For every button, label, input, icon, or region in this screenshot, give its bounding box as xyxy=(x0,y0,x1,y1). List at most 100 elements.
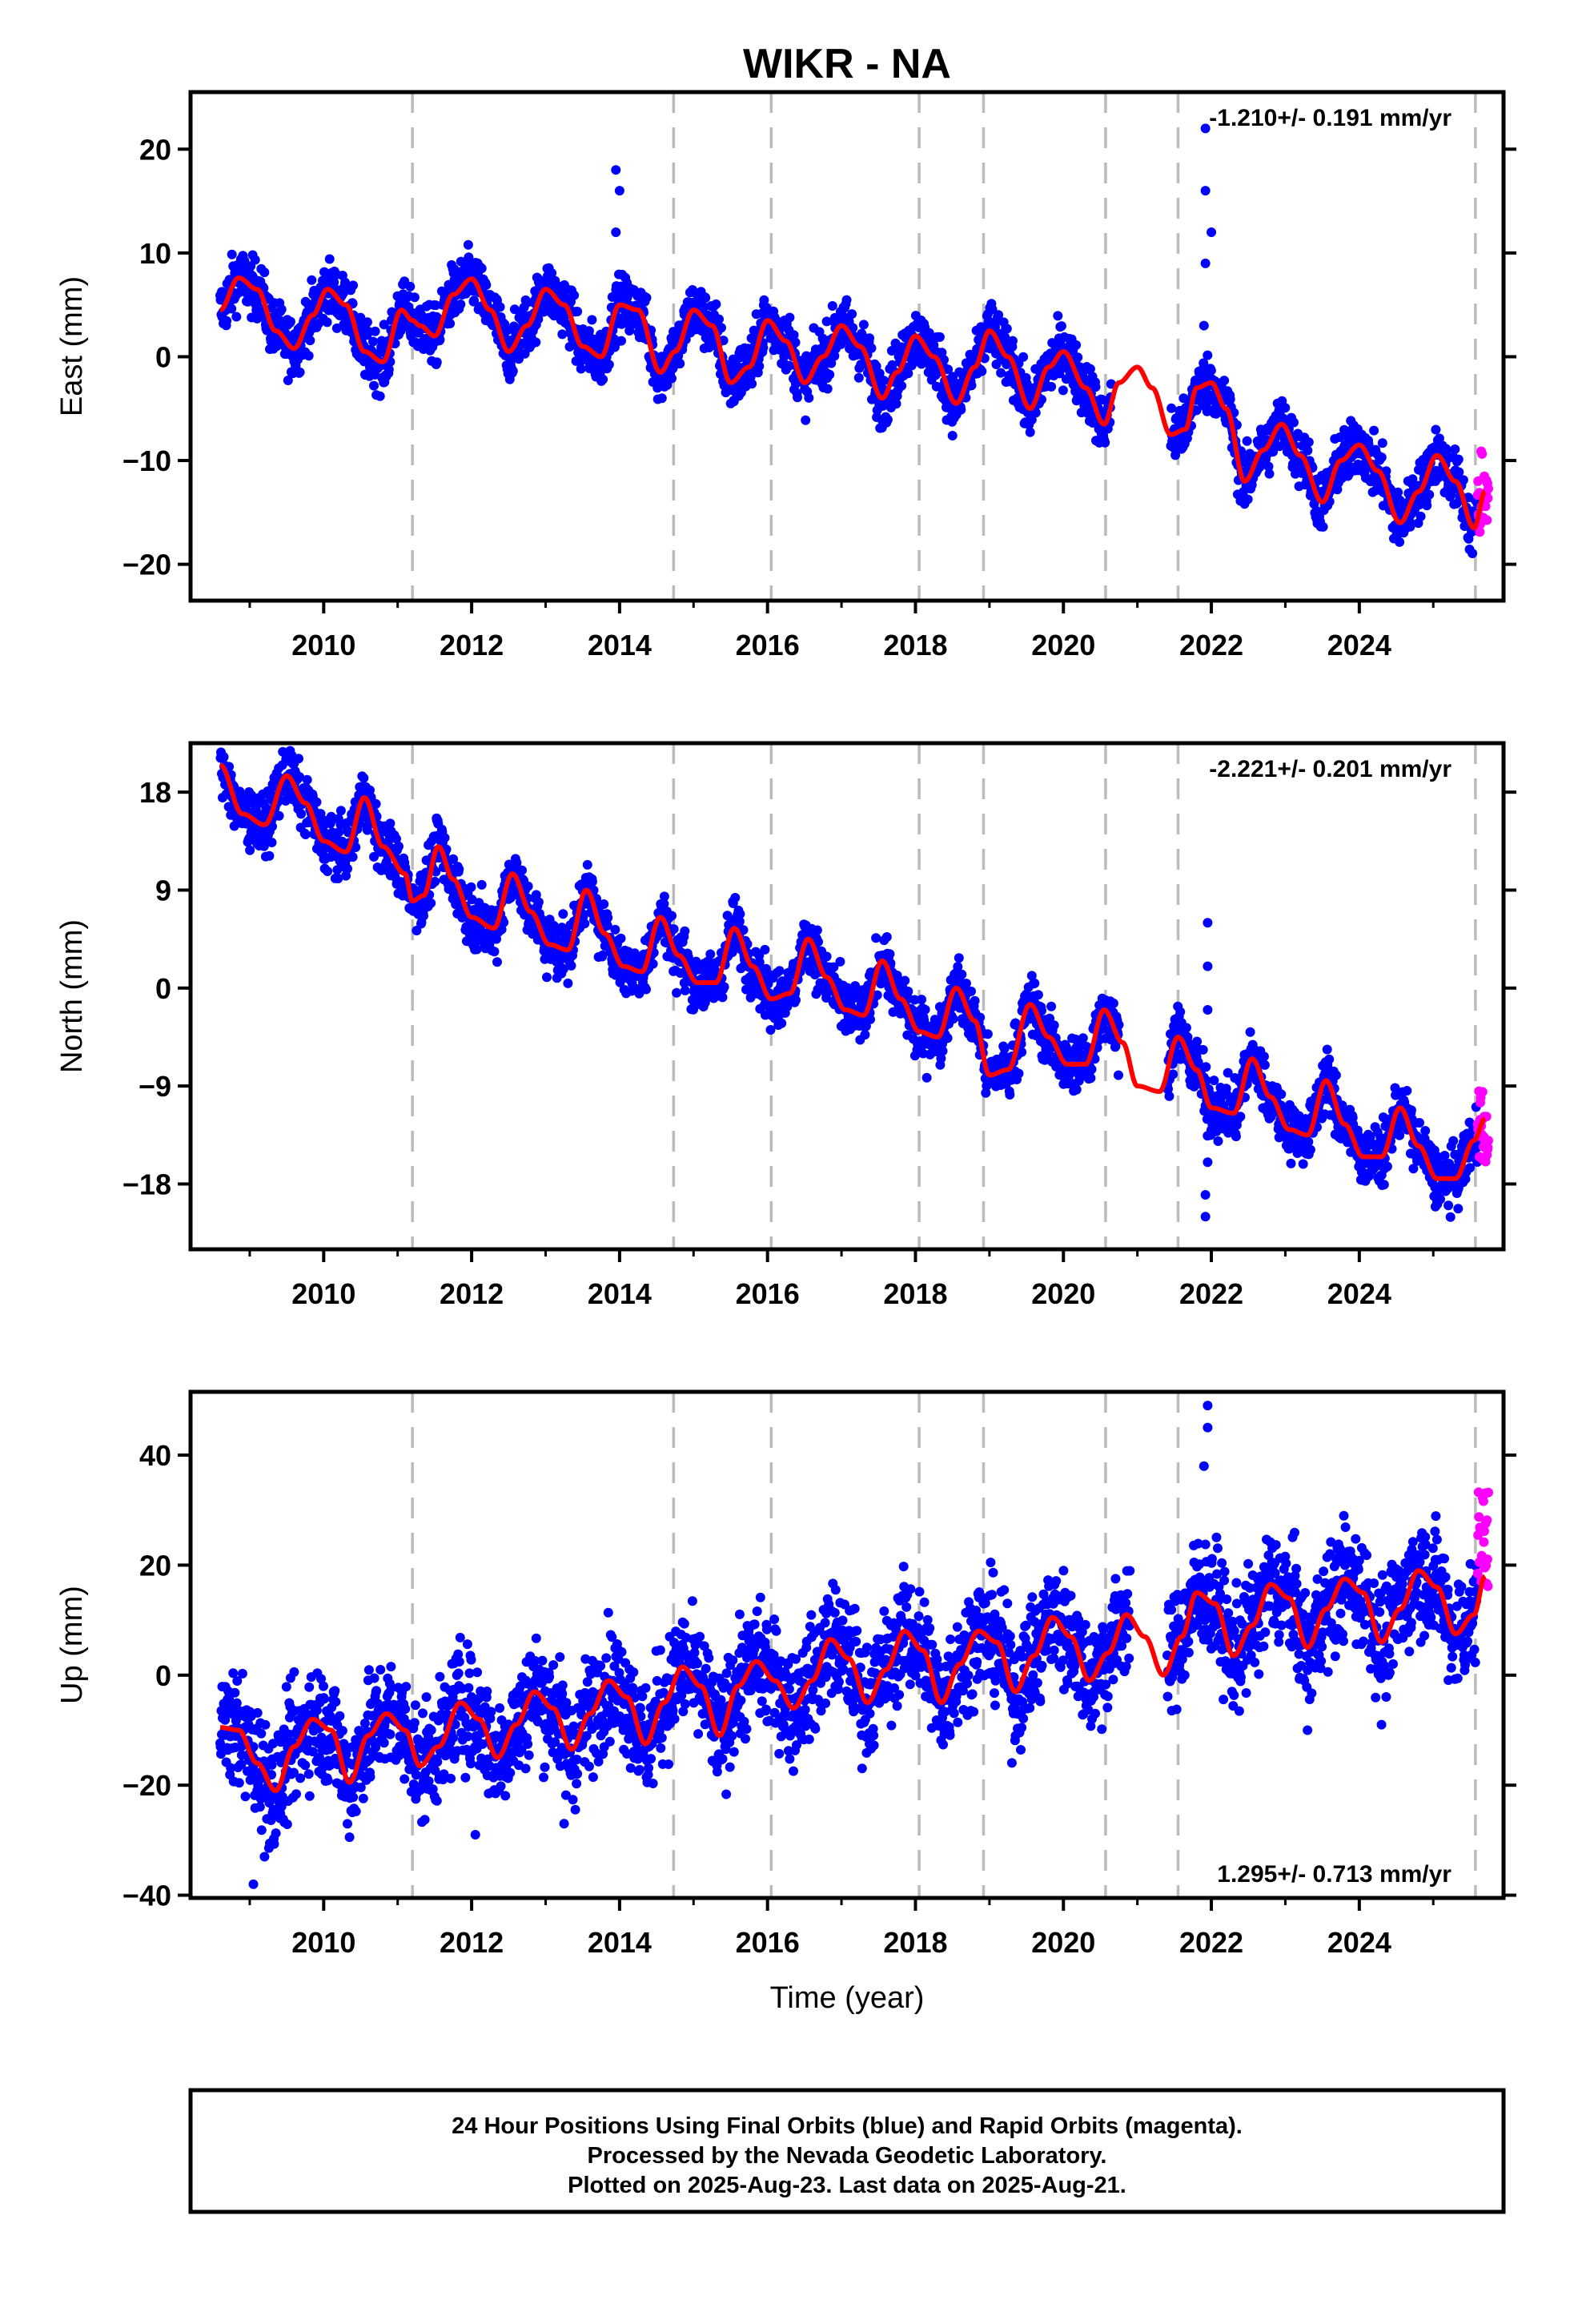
east-y-axis-label: East (mm) xyxy=(55,276,89,416)
north-data-point xyxy=(426,898,436,908)
east-data-point xyxy=(557,329,568,340)
east-data-point xyxy=(891,399,901,409)
north-data-point xyxy=(735,909,745,919)
north-data-point xyxy=(659,891,669,902)
east-data-point xyxy=(598,374,608,384)
east-data-point xyxy=(250,255,260,265)
east-data-point xyxy=(495,302,505,312)
north-data-point xyxy=(667,911,677,921)
east-data-point xyxy=(825,369,835,380)
north-data-point xyxy=(920,1004,930,1015)
east-data-point xyxy=(547,268,557,278)
east-data-point xyxy=(409,292,420,303)
east-data-point xyxy=(1303,445,1313,456)
north-data-point xyxy=(942,1033,953,1043)
north-data-point xyxy=(523,881,533,891)
north-data-point xyxy=(294,754,303,764)
east-data-point xyxy=(943,364,954,375)
east-data-point xyxy=(1053,311,1063,321)
east-data-point xyxy=(227,304,237,314)
north-data-point xyxy=(274,810,284,821)
north-data-point xyxy=(563,978,573,988)
east-data-point xyxy=(1422,501,1432,511)
east-data-point xyxy=(822,384,833,394)
east-data-point xyxy=(569,290,580,300)
east-data-point xyxy=(758,343,769,353)
east-data-point xyxy=(987,304,998,315)
north-data-point xyxy=(957,969,967,979)
east-data-point xyxy=(368,336,378,347)
north-data-point xyxy=(966,986,976,996)
north-data-point xyxy=(566,960,576,971)
east-data-point xyxy=(307,275,317,285)
north-data-point xyxy=(219,752,229,762)
east-outlier-point xyxy=(1199,320,1209,331)
east-data-point xyxy=(329,277,339,287)
east-data-point xyxy=(509,304,520,315)
north-data-point xyxy=(323,866,333,876)
north-data-point xyxy=(476,879,487,890)
east-data-point xyxy=(283,376,293,385)
east-outlier-point xyxy=(611,165,621,175)
east-xtick-label-1: 2012 xyxy=(440,629,504,661)
north-data-point xyxy=(302,774,312,785)
east-ytick-label-2: 0 xyxy=(155,340,171,373)
east-data-point xyxy=(667,373,677,384)
east-data-point xyxy=(324,254,335,264)
east-ytick-label-4: 20 xyxy=(139,133,171,166)
north-data-point xyxy=(245,845,255,855)
east-data-point xyxy=(1280,403,1291,413)
east-data-point xyxy=(848,323,858,333)
east-rapid-point xyxy=(1482,515,1492,525)
north-data-point xyxy=(641,984,651,995)
east-data-point xyxy=(793,392,802,403)
north-data-point xyxy=(791,995,801,1005)
east-data-point xyxy=(405,281,416,292)
east-data-point xyxy=(789,330,799,340)
east-outlier-point xyxy=(1200,186,1211,196)
east-data-point xyxy=(1056,321,1066,332)
east-data-point xyxy=(804,392,814,403)
east-data-point xyxy=(903,368,913,379)
east-final-points xyxy=(215,123,1483,558)
north-data-point xyxy=(466,882,476,892)
east-data-point xyxy=(508,366,518,376)
east-xtick-label-3: 2016 xyxy=(736,629,800,661)
north-data-point xyxy=(999,1043,1010,1054)
east-data-point xyxy=(1166,403,1177,413)
east-data-point xyxy=(711,299,721,309)
north-data-point xyxy=(300,830,311,839)
east-data-point xyxy=(996,368,1006,378)
east-data-point xyxy=(871,361,881,372)
east-data-point xyxy=(994,310,1004,320)
north-data-point xyxy=(680,985,690,995)
north-data-point xyxy=(542,972,552,983)
east-data-point xyxy=(1002,324,1012,334)
east-data-point xyxy=(276,304,287,315)
east-data-point xyxy=(882,415,893,425)
east-data-point xyxy=(1453,454,1464,464)
east-data-point xyxy=(853,372,864,383)
east-data-point xyxy=(1303,437,1314,448)
east-data-point xyxy=(370,326,380,336)
east-data-point xyxy=(616,336,626,346)
east-data-point xyxy=(1007,336,1018,346)
north-data-point xyxy=(835,956,845,967)
east-data-point xyxy=(929,340,939,350)
east-data-point xyxy=(887,360,897,370)
east-data-point xyxy=(801,415,811,425)
east-data-point xyxy=(348,280,359,291)
north-data-point xyxy=(982,1029,993,1039)
north-data-point xyxy=(812,925,822,935)
figure-title: WIKR - NA xyxy=(743,41,951,87)
north-data-point xyxy=(961,979,971,988)
east-data-point xyxy=(1369,425,1379,436)
north-data-point xyxy=(335,806,346,816)
east-data-point xyxy=(858,320,869,330)
north-data-point xyxy=(582,859,592,870)
north-data-point xyxy=(616,933,626,943)
north-data-point xyxy=(871,933,881,943)
north-data-point xyxy=(881,932,892,942)
north-data-point xyxy=(1005,1090,1015,1100)
